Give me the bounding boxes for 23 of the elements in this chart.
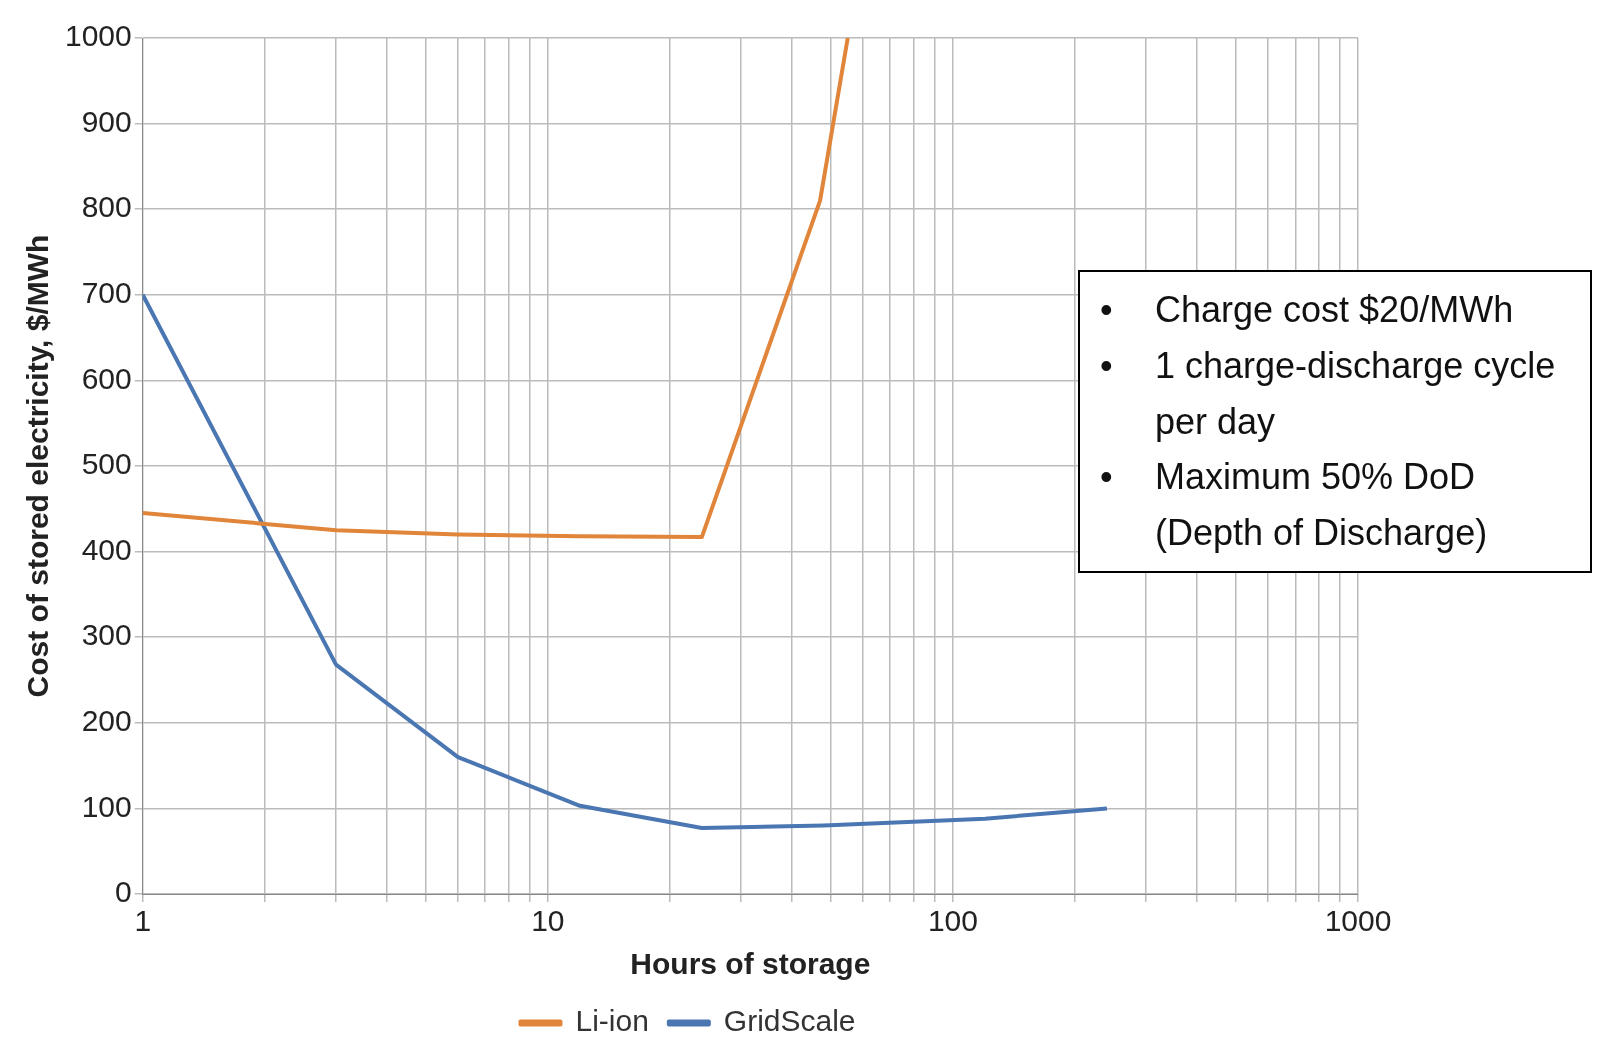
y-axis-title: Cost of stored electricity, $/MWh xyxy=(21,234,55,698)
y-tick-label: 300 xyxy=(81,618,132,652)
y-tick-label: 900 xyxy=(81,104,132,138)
legend-label: GridScale xyxy=(723,1004,856,1038)
y-tick-label: 700 xyxy=(81,276,132,310)
x-tick-label: 100 xyxy=(927,904,978,938)
x-tick-label: 10 xyxy=(531,904,565,938)
x-tick-label: 1 xyxy=(134,904,152,938)
annotation: • 1 charge-discharge cycle per day xyxy=(1100,343,1557,444)
y-tick-label: 800 xyxy=(81,190,132,224)
x-tick-label: 1000 xyxy=(1324,904,1392,938)
text-box: • Charge cost $20/MWh • 1 charge-discharge cycle per day • Maximum 50% DoD (Depth of Discharge) xyxy=(1078,270,1592,573)
y-tick-label: 400 xyxy=(81,532,132,566)
annotation: • Maximum 50% DoD (Depth of Discharge) xyxy=(1100,455,1489,556)
y-tick-label: 600 xyxy=(81,361,132,395)
y-tick-label: 1000 xyxy=(64,19,132,53)
legend-label: Li-ion xyxy=(575,1004,649,1038)
y-tick-label: 200 xyxy=(81,704,132,738)
y-tick-label: 100 xyxy=(81,789,132,823)
y-tick-label: 0 xyxy=(115,875,132,909)
annotation: • Charge cost $20/MWh xyxy=(1100,288,1514,332)
x-axis-title: Hours of storage xyxy=(630,947,871,981)
y-tick-label: 500 xyxy=(81,447,132,481)
